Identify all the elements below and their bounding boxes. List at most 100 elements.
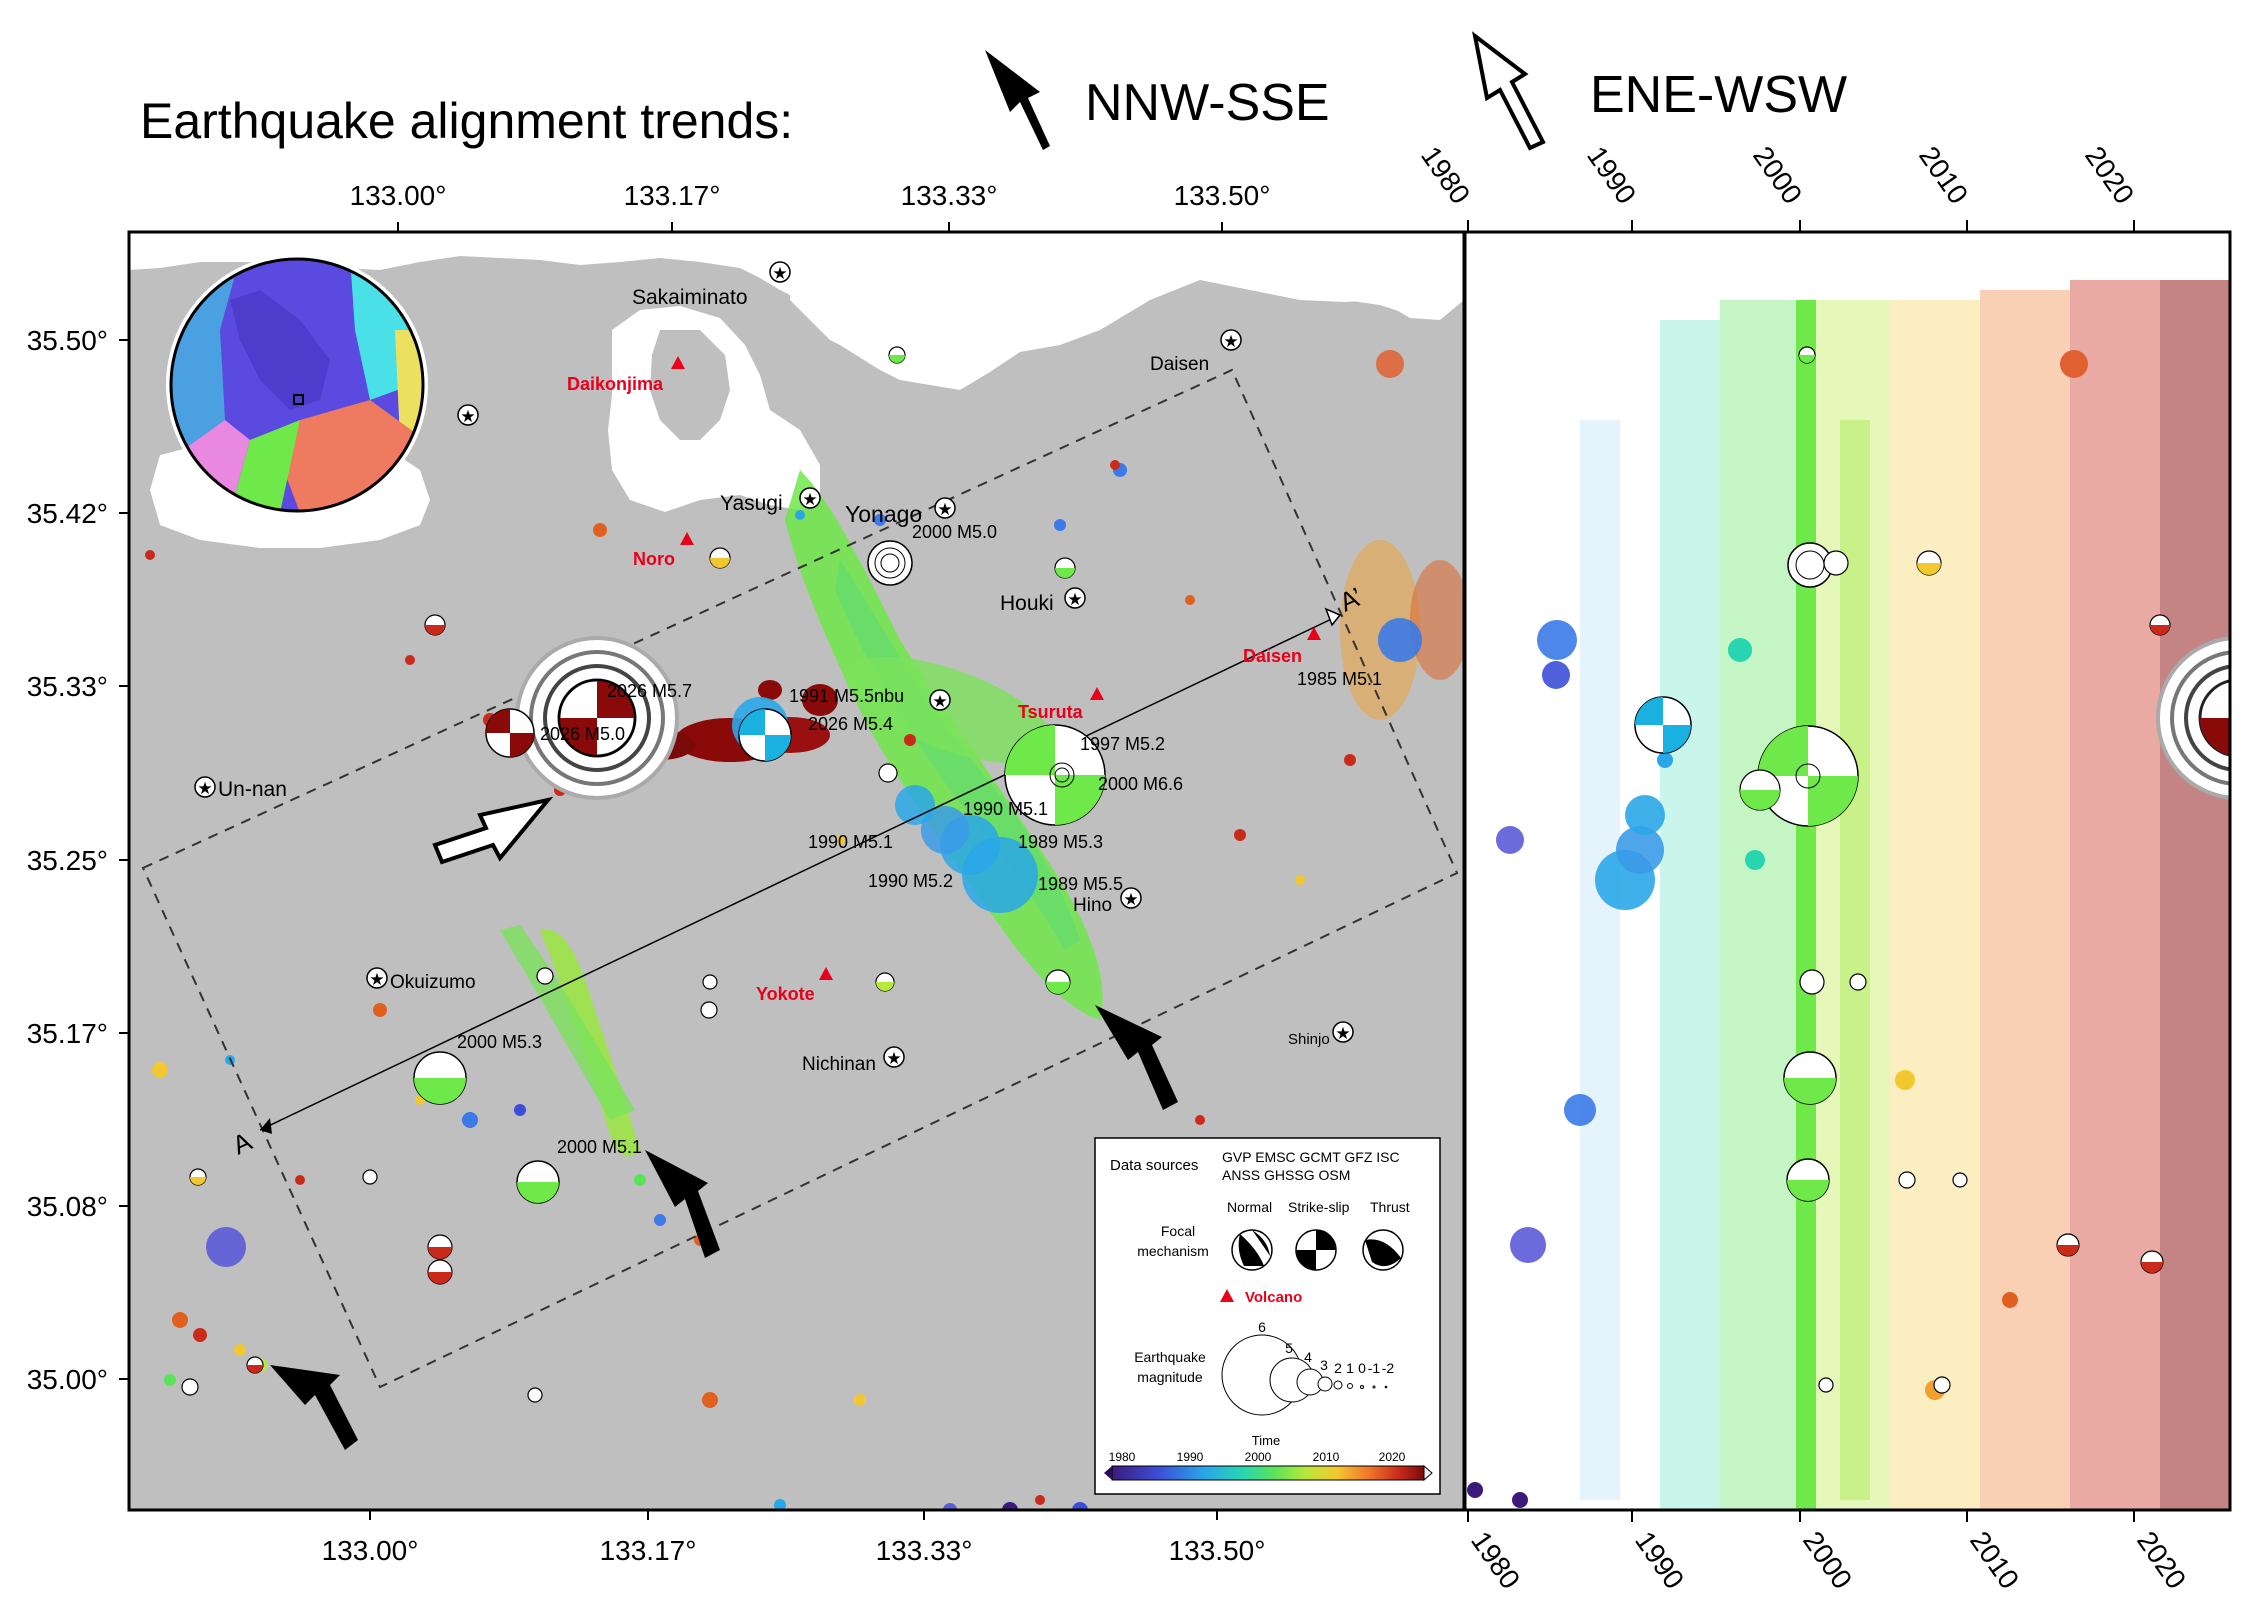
trend-ene-label: ENE-WSW — [1590, 66, 1847, 124]
star-icon: ★ — [1120, 887, 1142, 909]
timeline-tick-label: 1990 — [1581, 141, 1642, 210]
map-bottom-lon-labels: 133.00° 133.17° 133.33° 133.50° — [322, 1535, 1266, 1566]
volcano-markers — [671, 356, 1321, 980]
legend-mech-thrust: Thrust — [1370, 1199, 1410, 1215]
magnitude-value: 5 — [1285, 1340, 1293, 1356]
map-panel: A A’ — [27, 180, 1466, 1566]
timeline-tick-label: 1980 — [1415, 141, 1476, 210]
svg-text:★: ★ — [937, 500, 952, 519]
timeline-bottom-labels: 1980 1990 2000 2010 2020 — [1465, 1526, 2192, 1595]
svg-text:★: ★ — [886, 1049, 901, 1068]
profile-end-marker — [1324, 607, 1342, 627]
legend-normal-ball-icon — [1231, 1229, 1273, 1271]
star-icon: ★ — [194, 776, 216, 798]
timeline-2026-rings — [2156, 636, 2230, 800]
legend-time-colorbar — [1111, 1465, 1425, 1481]
magnitude-circle — [1347, 1383, 1353, 1389]
volcano-label: Tsuruta — [1018, 702, 1084, 722]
legend-mech-normal: Normal — [1227, 1199, 1272, 1215]
legend-magnitude-circles — [1221, 1334, 1388, 1416]
svg-text:★: ★ — [932, 692, 947, 711]
beachball-2026-m50 — [485, 708, 535, 758]
star-icon: ★ — [1064, 587, 1086, 609]
magnitude-circle — [1372, 1385, 1376, 1389]
event-label: 1990 M5.2 — [868, 871, 953, 891]
sea-area — [129, 232, 1464, 390]
star-icon: ★ — [883, 1046, 905, 1068]
timeline-events — [1467, 350, 2088, 1508]
place-label: Nichinan — [802, 1054, 876, 1075]
beachball-2000-m53 — [413, 1051, 467, 1105]
star-icon: ★ — [457, 404, 479, 426]
event-labels: 2000 M5.0 2026 M5.7 2026 M5.0 1991 M5.5n… — [457, 522, 1382, 1157]
timeline-beachballs — [1634, 346, 2171, 1394]
lat-tick-label: 35.00° — [27, 1364, 108, 1395]
nnw-arrow-icon — [985, 50, 1050, 150]
time-tick-label: 1980 — [1109, 1450, 1136, 1464]
event-label: 2000 M5.1 — [557, 1137, 642, 1157]
magnitude-value: 3 — [1320, 1357, 1328, 1373]
lon-tick-label: 133.50° — [1174, 180, 1271, 211]
legend-sources-line1: GVP EMSC GCMT GFZ ISC — [1222, 1149, 1400, 1165]
legend-colorbar-left-cap — [1104, 1466, 1112, 1480]
place-label: Sakaiminato — [632, 286, 748, 309]
lon-tick-label: 133.00° — [350, 180, 447, 211]
mainshock-2026-m57 — [515, 636, 679, 800]
timeline-frame — [1463, 230, 2232, 1512]
magnitude-value: 4 — [1304, 1349, 1312, 1365]
event-label: 1991 M5.5nbu — [789, 686, 904, 706]
bay-area — [790, 232, 1464, 355]
lat-tick-label: 35.25° — [27, 845, 108, 876]
svg-text:★: ★ — [772, 264, 787, 283]
small-beachballs — [181, 346, 1076, 1403]
legend-strike-slip-ball-icon — [1295, 1229, 1337, 1271]
magnitude-circle — [1360, 1385, 1364, 1389]
star-icon: ★ — [799, 487, 821, 509]
peninsula — [650, 330, 730, 440]
magnitude-value: 1 — [1346, 1360, 1354, 1376]
place-label: Yasugi — [720, 492, 783, 515]
magnitude-value: -1 — [1368, 1360, 1381, 1376]
volcano-icon — [1090, 687, 1104, 700]
star-icon: ★ — [366, 967, 388, 989]
svg-text:★: ★ — [1123, 890, 1138, 909]
volcano-icon — [1307, 627, 1321, 640]
legend-magnitude-label-1: Earthquake — [1134, 1349, 1206, 1365]
beachball-2000-m51 — [516, 1160, 560, 1204]
star-icon: ★ — [769, 261, 791, 283]
svg-text:★: ★ — [1335, 1024, 1350, 1043]
timeline-axis-ticks — [1467, 220, 2135, 1522]
star-icon: ★ — [1332, 1021, 1354, 1043]
beachball-1997-2000 — [1004, 724, 1106, 826]
magnitude-circle — [1333, 1380, 1343, 1390]
magnitude-circle — [1317, 1376, 1333, 1392]
lat-tick-label: 35.08° — [27, 1191, 108, 1222]
lon-tick-label: 133.50° — [1169, 1535, 1266, 1566]
lon-tick-label: 133.33° — [876, 1535, 973, 1566]
profile-start-marker — [260, 1118, 272, 1134]
trend-nnw-label: NNW-SSE — [1085, 74, 1330, 132]
map-top-lon-labels: 133.00° 133.17° 133.33° 133.50° — [350, 180, 1271, 211]
event-label: 1989 M5.3 — [1018, 832, 1103, 852]
event-label: 1989 M5.5 — [1038, 874, 1123, 894]
lat-tick-label: 35.17° — [27, 1018, 108, 1049]
svg-text:★: ★ — [460, 407, 475, 426]
legend-mech-label-1: Focal — [1161, 1223, 1195, 1239]
event-label: 2000 M6.6 — [1098, 774, 1183, 794]
magnitude-value: -2 — [1382, 1360, 1395, 1376]
timeline-tick-label: 1990 — [1629, 1526, 1690, 1595]
volcano-label: Daisen — [1243, 646, 1302, 666]
lon-tick-label: 133.00° — [322, 1535, 419, 1566]
timeline-tick-label: 1980 — [1465, 1526, 1526, 1595]
place-label: Yonago — [845, 501, 922, 527]
volcano-icon — [819, 967, 833, 980]
legend-mech-label-2: mechanism — [1137, 1243, 1209, 1259]
place-label: Houki — [1000, 592, 1054, 615]
timeline-tick-label: 2010 — [1913, 141, 1974, 210]
map-lat-labels: 35.50° 35.42° 35.33° 35.25° 35.17° 35.08… — [27, 325, 108, 1395]
lon-tick-label: 133.33° — [901, 180, 998, 211]
lat-tick-label: 35.42° — [27, 498, 108, 529]
svg-text:★: ★ — [802, 490, 817, 509]
map-axis-ticks — [119, 222, 1223, 1520]
header-title: Earthquake alignment trends: — [140, 93, 793, 149]
